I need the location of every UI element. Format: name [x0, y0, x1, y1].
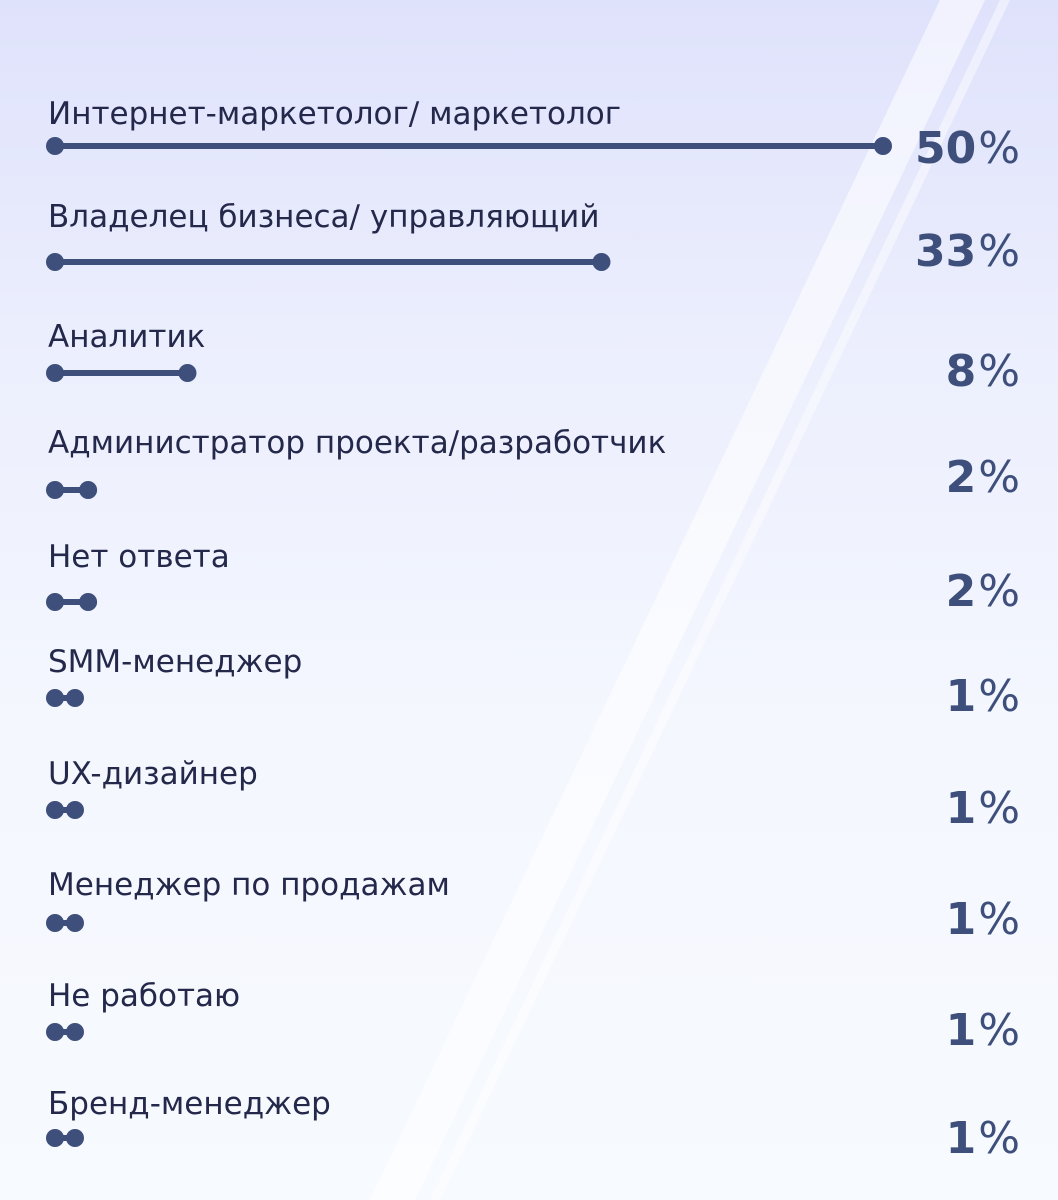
bar-end-dot	[178, 364, 197, 382]
percent-sign: %	[978, 671, 1020, 722]
value-label: 1%	[946, 1113, 1020, 1165]
value-label: 1%	[946, 671, 1020, 723]
bar-end-dot	[66, 1023, 84, 1041]
bar-end-dot	[66, 689, 84, 707]
category-label: Интернет-маркетолог/ маркетолог	[48, 96, 622, 132]
bar	[46, 689, 84, 707]
bar	[46, 593, 98, 611]
bar-end-dot	[66, 1129, 84, 1147]
bar-start-dot	[46, 137, 64, 155]
category-label: Нет ответа	[48, 539, 230, 575]
value-number: 1	[945, 671, 977, 722]
category-label: Бренд-менеджер	[48, 1086, 331, 1122]
category-label: SMM-менеджер	[48, 644, 303, 680]
value-number: 2	[945, 452, 977, 503]
percent-sign: %	[978, 226, 1020, 277]
bar	[46, 364, 197, 382]
value-label: 1%	[946, 894, 1020, 946]
chart-row: Нет ответа 2%	[0, 538, 1058, 648]
value-number: 33	[914, 226, 977, 277]
chart-row: Администратор проекта/разработчик 2%	[0, 424, 1058, 534]
bar-end-dot	[79, 481, 98, 499]
chart-row: Аналитик 8%	[0, 318, 1058, 428]
bar	[46, 1023, 84, 1041]
percent-sign: %	[978, 566, 1020, 617]
value-number: 2	[945, 566, 977, 617]
chart-row: Менеджер по продажам 1%	[0, 866, 1058, 976]
chart-row: SMM-менеджер 1%	[0, 643, 1058, 753]
bar-start-dot	[46, 914, 64, 932]
value-number: 1	[945, 1113, 977, 1164]
bar-start-dot	[46, 689, 64, 707]
bar	[46, 914, 84, 932]
chart-row: UX-дизайнер 1%	[0, 755, 1058, 865]
chart-row: Владелец бизнеса/ управляющий 33%	[0, 198, 1058, 308]
value-label: 50%	[915, 123, 1020, 175]
chart-row: Бренд-менеджер 1%	[0, 1085, 1058, 1195]
value-label: 2%	[946, 452, 1020, 504]
bar-start-dot	[46, 593, 64, 611]
category-label: Администратор проекта/разработчик	[48, 425, 667, 461]
value-label: 1%	[946, 1005, 1020, 1057]
bar	[46, 137, 892, 155]
bar-start-dot	[46, 1129, 64, 1147]
category-label: Не работаю	[48, 978, 241, 1014]
category-label: Владелец бизнеса/ управляющий	[48, 199, 600, 235]
value-label: 2%	[946, 566, 1020, 618]
bar	[46, 801, 84, 819]
value-number: 1	[945, 894, 977, 945]
value-number: 8	[945, 346, 977, 397]
percent-sign: %	[978, 452, 1020, 503]
bar	[46, 253, 611, 271]
bar	[46, 481, 98, 499]
percent-sign: %	[978, 346, 1020, 397]
value-label: 33%	[915, 226, 1020, 278]
percent-sign: %	[978, 123, 1020, 174]
percent-sign: %	[978, 1005, 1020, 1056]
bar-end-dot	[66, 914, 84, 932]
value-number: 1	[945, 1005, 977, 1056]
bar-start-dot	[46, 801, 64, 819]
bar-end-dot	[66, 801, 84, 819]
value-number: 50	[914, 123, 977, 174]
category-label: Менеджер по продажам	[48, 867, 450, 903]
value-number: 1	[945, 783, 977, 834]
bar-end-dot	[874, 137, 892, 155]
value-label: 1%	[946, 783, 1020, 835]
bar-start-dot	[46, 364, 64, 382]
bar-start-dot	[46, 1023, 64, 1041]
bar	[46, 1129, 84, 1147]
chart-row: Не работаю 1%	[0, 977, 1058, 1087]
bar-end-dot	[79, 593, 98, 611]
chart-row: Интернет-маркетолог/ маркетолог 50%	[0, 95, 1058, 205]
bar-start-dot	[46, 481, 64, 499]
category-label: UX-дизайнер	[48, 756, 258, 792]
bar-start-dot	[46, 253, 64, 271]
percent-sign: %	[978, 783, 1020, 834]
category-label: Аналитик	[48, 319, 206, 355]
bar-end-dot	[592, 253, 611, 271]
value-label: 8%	[946, 346, 1020, 398]
percent-sign: %	[978, 894, 1020, 945]
percent-sign: %	[978, 1113, 1020, 1164]
